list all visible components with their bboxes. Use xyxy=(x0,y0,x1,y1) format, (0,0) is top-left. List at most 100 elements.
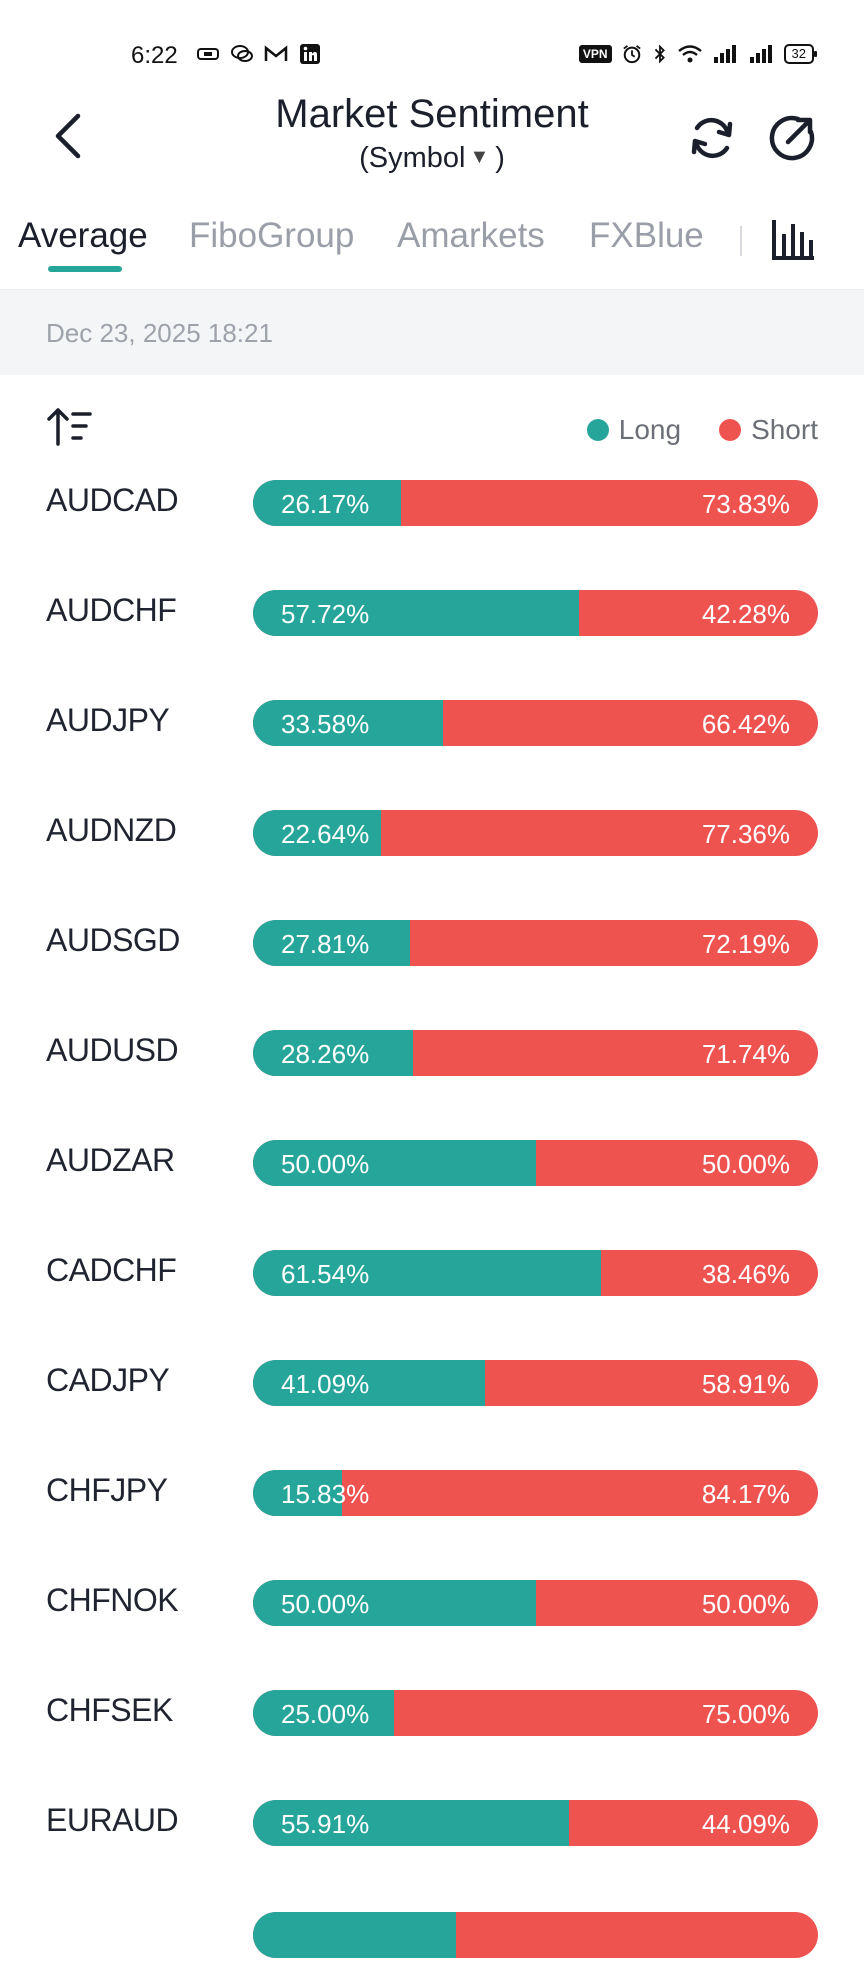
sentiment-bar: 25.00% 75.00% xyxy=(253,1690,818,1736)
back-arrow-icon[interactable] xyxy=(44,108,94,164)
sentiment-bar: 15.83% 84.17% xyxy=(253,1470,818,1516)
long-percent: 15.83% xyxy=(281,1479,370,1509)
sentiment-bar: 33.58% 66.42% xyxy=(253,700,818,746)
tab-divider xyxy=(740,226,742,256)
long-segment xyxy=(253,1140,536,1186)
sort-icon[interactable] xyxy=(46,402,94,450)
symbol-name: AUDJPY xyxy=(46,702,170,738)
list-item[interactable]: CADCHF 61.54% 38.46% xyxy=(0,1246,864,1326)
list-item[interactable]: CHFJPY 15.83% 84.17% xyxy=(0,1466,864,1546)
short-percent: 44.09% xyxy=(701,1809,790,1839)
list-item[interactable]: AUDZAR 50.00% 50.00% xyxy=(0,1136,864,1216)
legend: Long Short xyxy=(586,414,818,446)
sentiment-bar: 22.64% 77.36% xyxy=(253,810,818,856)
tab-fxblue[interactable]: FXBlue xyxy=(589,216,704,255)
list-item[interactable]: AUDUSD 28.26% 71.74% xyxy=(0,1026,864,1106)
long-segment xyxy=(253,590,580,636)
short-percent: 75.00% xyxy=(701,1699,790,1729)
sentiment-bar: 61.54% 38.46% xyxy=(253,1250,818,1296)
long-segment xyxy=(253,1470,343,1516)
list-item[interactable]: CHFSEK 25.00% 75.00% xyxy=(0,1686,864,1766)
long-segment xyxy=(253,920,411,966)
sentiment-bar: 55.91% 44.09% xyxy=(253,1800,818,1846)
symbol-name: CHFNOK xyxy=(46,1582,179,1618)
long-segment xyxy=(253,1030,413,1076)
legend-long: Long xyxy=(586,414,682,446)
list-item[interactable] xyxy=(0,1906,864,1986)
legend-long-label: Long xyxy=(618,414,682,445)
signal-icon xyxy=(713,45,736,63)
long-segment xyxy=(253,1800,569,1846)
alarm-icon xyxy=(622,45,641,64)
long-percent: 57.72% xyxy=(281,599,370,629)
list-item[interactable]: AUDJPY 33.58% 66.42% xyxy=(0,696,864,776)
battery-icon: 32 xyxy=(783,44,818,64)
vpn-icon: VPN xyxy=(578,45,612,63)
long-percent: 25.00% xyxy=(281,1699,370,1729)
long-segment xyxy=(253,1690,395,1736)
long-percent: 55.91% xyxy=(281,1809,370,1839)
tab-amarkets[interactable]: Amarkets xyxy=(397,216,545,255)
long-segment xyxy=(253,700,443,746)
wifi-icon xyxy=(677,45,702,63)
linkedin-icon xyxy=(300,44,320,64)
long-percent: 41.09% xyxy=(281,1369,370,1399)
symbol-name: CADJPY xyxy=(46,1362,170,1398)
sentiment-bar-partial xyxy=(253,1912,818,1958)
long-segment xyxy=(253,1580,536,1626)
short-percent: 72.19% xyxy=(701,929,790,959)
signal-icon xyxy=(749,45,772,63)
short-dot-icon xyxy=(719,419,742,441)
system-icons: VPN 32 xyxy=(578,44,818,64)
sentiment-bar: 28.26% 71.74% xyxy=(253,1030,818,1076)
tab-fibogroup[interactable]: FiboGroup xyxy=(189,216,355,255)
list-item[interactable]: AUDSGD 27.81% 72.19% xyxy=(0,916,864,996)
long-segment xyxy=(253,1912,457,1958)
short-percent: 58.91% xyxy=(701,1369,790,1399)
symbol-name: CHFJPY xyxy=(46,1472,168,1508)
short-percent: 71.74% xyxy=(701,1039,790,1069)
symbol-name: AUDUSD xyxy=(46,1032,179,1068)
list-item[interactable]: AUDCHF 57.72% 42.28% xyxy=(0,586,864,666)
legend-short: Short xyxy=(719,414,818,446)
long-percent: 28.26% xyxy=(281,1039,370,1069)
list-item[interactable]: EURAUD 55.91% 44.09% xyxy=(0,1796,864,1876)
list-item[interactable]: CADJPY 41.09% 58.91% xyxy=(0,1356,864,1436)
share-icon[interactable] xyxy=(764,110,820,166)
long-percent: 50.00% xyxy=(281,1149,370,1179)
chat-icon xyxy=(231,45,253,62)
bar-chart-icon[interactable] xyxy=(770,216,818,264)
symbol-selector-label: (Symbol xyxy=(359,142,466,174)
app-header: Market Sentiment (Symbol ▼) xyxy=(0,86,864,194)
list-item[interactable]: CHFNOK 50.00% 50.00% xyxy=(0,1576,864,1656)
symbol-name: EURAUD xyxy=(46,1802,179,1838)
sentiment-bar: 57.72% 42.28% xyxy=(253,590,818,636)
list-item[interactable]: AUDNZD 22.64% 77.36% xyxy=(0,806,864,886)
long-percent: 26.17% xyxy=(281,489,370,519)
long-segment xyxy=(253,1250,601,1296)
symbol-name: AUDCAD xyxy=(46,482,179,518)
timestamp-bar: Dec 23, 2025 18:21 xyxy=(0,289,864,375)
tab-average[interactable]: Average xyxy=(18,216,148,255)
status-time: 6:22 xyxy=(131,42,178,69)
long-dot-icon xyxy=(586,419,609,441)
short-percent: 38.46% xyxy=(701,1259,790,1289)
short-percent: 50.00% xyxy=(701,1149,790,1179)
symbol-selector[interactable]: (Symbol ▼) xyxy=(0,142,864,175)
short-percent: 73.83% xyxy=(701,489,790,519)
notification-icons xyxy=(196,44,322,64)
symbol-name: AUDSGD xyxy=(46,922,180,958)
long-percent: 50.00% xyxy=(281,1589,370,1619)
gmail-icon xyxy=(264,45,288,61)
timestamp: Dec 23, 2025 18:21 xyxy=(46,318,273,348)
refresh-icon[interactable] xyxy=(684,110,740,166)
cast-icon xyxy=(197,48,219,60)
sentiment-bar: 41.09% 58.91% xyxy=(253,1360,818,1406)
bluetooth-icon xyxy=(654,44,665,64)
long-percent: 22.64% xyxy=(281,819,370,849)
list-item[interactable]: AUDCAD 26.17% 73.83% xyxy=(0,476,864,556)
symbol-name: CADCHF xyxy=(46,1252,177,1288)
symbol-name: AUDCHF xyxy=(46,592,177,628)
long-segment xyxy=(253,480,401,526)
sentiment-bar: 26.17% 73.83% xyxy=(253,480,818,526)
